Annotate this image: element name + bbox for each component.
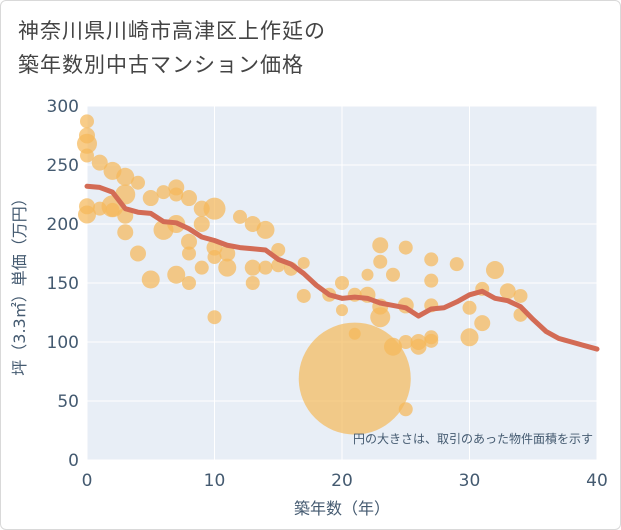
x-tick-label: 20 bbox=[331, 471, 353, 491]
data-point bbox=[193, 216, 210, 232]
data-point bbox=[169, 187, 184, 202]
x-tick-label: 0 bbox=[82, 471, 93, 491]
data-point bbox=[218, 258, 237, 277]
data-point bbox=[386, 267, 400, 282]
data-point bbox=[297, 256, 310, 269]
data-point bbox=[474, 315, 491, 332]
data-point bbox=[78, 205, 96, 224]
x-tick-label: 40 bbox=[586, 471, 608, 491]
data-point bbox=[130, 245, 146, 262]
data-point bbox=[244, 259, 261, 276]
data-point bbox=[410, 338, 427, 355]
data-point bbox=[398, 335, 413, 349]
data-point bbox=[194, 260, 209, 275]
data-point bbox=[384, 337, 402, 356]
data-point bbox=[117, 224, 134, 241]
data-point bbox=[141, 270, 160, 289]
data-point bbox=[256, 220, 275, 239]
data-point bbox=[460, 328, 479, 347]
data-point bbox=[182, 246, 196, 261]
data-point bbox=[462, 300, 477, 315]
y-tick-label: 300 bbox=[47, 97, 79, 117]
x-tick-label: 30 bbox=[459, 471, 481, 491]
data-point bbox=[77, 133, 97, 154]
data-point bbox=[203, 197, 226, 220]
bubble-layer bbox=[77, 114, 528, 435]
y-axis-label: 坪（3.3㎡）単価（万円） bbox=[10, 190, 29, 375]
y-tick-label: 250 bbox=[47, 156, 79, 176]
y-tick-label: 200 bbox=[47, 215, 79, 235]
data-point bbox=[80, 148, 94, 163]
data-point bbox=[105, 202, 120, 217]
data-point bbox=[499, 283, 516, 300]
data-point bbox=[142, 190, 159, 207]
data-point bbox=[116, 167, 135, 186]
data-point bbox=[298, 322, 411, 435]
data-point bbox=[373, 254, 388, 269]
data-point bbox=[271, 242, 286, 257]
data-point bbox=[398, 402, 413, 417]
x-axis-label: 築年数（年） bbox=[294, 499, 390, 518]
data-point bbox=[233, 209, 247, 224]
data-point bbox=[207, 250, 222, 265]
data-point bbox=[131, 175, 145, 190]
data-point bbox=[296, 288, 311, 303]
y-tick-label: 100 bbox=[47, 333, 79, 353]
trend-line bbox=[84, 183, 600, 352]
x-tick-labels: 0 10 20 30 40 bbox=[82, 471, 608, 491]
title-line-2: 築年数別中古マンション価格 bbox=[18, 53, 304, 77]
title-line-1: 神奈川県川崎市高津区上作延の bbox=[18, 19, 326, 43]
data-point bbox=[181, 233, 197, 250]
data-point bbox=[335, 276, 349, 290]
data-point bbox=[424, 252, 439, 267]
data-point bbox=[182, 276, 196, 290]
data-point bbox=[424, 333, 439, 348]
chart-title: 神奈川県川崎市高津区上作延の 築年数別中古マンション価格 bbox=[18, 14, 326, 82]
x-tick-label: 10 bbox=[204, 471, 226, 491]
y-tick-label: 150 bbox=[47, 274, 79, 294]
data-point bbox=[370, 307, 391, 328]
y-tick-labels: 0 50 100 150 200 250 300 bbox=[47, 97, 79, 471]
data-point bbox=[245, 276, 260, 290]
data-point bbox=[336, 304, 348, 317]
y-tick-label: 50 bbox=[57, 392, 79, 412]
data-point bbox=[486, 261, 504, 280]
data-point bbox=[449, 257, 464, 272]
data-point bbox=[513, 288, 528, 303]
data-point bbox=[398, 240, 413, 255]
data-point bbox=[167, 265, 186, 284]
data-point bbox=[361, 268, 374, 281]
data-point bbox=[91, 154, 108, 171]
bubble-size-note: 円の大きさは、取引のあった物件面積を示す bbox=[353, 431, 593, 446]
data-point bbox=[181, 190, 197, 207]
data-point bbox=[258, 260, 273, 275]
data-point bbox=[219, 245, 236, 262]
data-point bbox=[424, 273, 439, 288]
data-point bbox=[80, 114, 94, 129]
data-point bbox=[207, 310, 222, 325]
data-point bbox=[372, 237, 389, 254]
y-tick-label: 0 bbox=[68, 451, 79, 471]
data-point bbox=[156, 185, 171, 200]
